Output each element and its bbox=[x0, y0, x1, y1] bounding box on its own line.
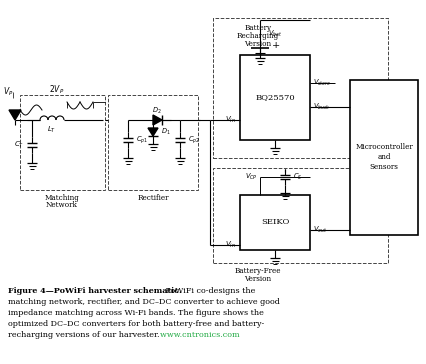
Text: $C_T$: $C_T$ bbox=[14, 140, 24, 150]
Text: $V_{store}$: $V_{store}$ bbox=[313, 78, 331, 88]
Bar bbox=[350, 80, 418, 235]
Text: $V_{out}$: $V_{out}$ bbox=[313, 225, 327, 235]
Text: Network: Network bbox=[46, 201, 78, 209]
Text: Matching: Matching bbox=[45, 194, 79, 202]
Text: impedance matching across Wi-Fi bands. The figure shows the: impedance matching across Wi-Fi bands. T… bbox=[8, 309, 264, 317]
Bar bbox=[213, 168, 388, 263]
Text: +: + bbox=[272, 41, 280, 51]
Text: matching network, rectifier, and DC–DC converter to achieve good: matching network, rectifier, and DC–DC c… bbox=[8, 298, 280, 306]
Text: SEIKO: SEIKO bbox=[261, 218, 289, 226]
Text: Version: Version bbox=[245, 40, 271, 48]
Text: $2V_P$: $2V_P$ bbox=[49, 84, 65, 96]
Text: $D_2$: $D_2$ bbox=[152, 106, 162, 116]
Bar bbox=[108, 95, 198, 190]
Text: $C_{p2}$: $C_{p2}$ bbox=[188, 134, 200, 146]
Bar bbox=[240, 195, 310, 250]
Text: $V_P$: $V_P$ bbox=[3, 86, 13, 98]
Text: $C_{p1}$: $C_{p1}$ bbox=[136, 134, 148, 146]
Bar bbox=[240, 55, 310, 140]
Text: Battery-Free: Battery-Free bbox=[235, 267, 281, 275]
Text: Battery: Battery bbox=[245, 24, 271, 32]
Text: $V_{bat}$: $V_{bat}$ bbox=[268, 29, 282, 39]
Bar bbox=[20, 95, 105, 190]
Text: Sensors: Sensors bbox=[370, 163, 398, 171]
Bar bbox=[213, 18, 388, 158]
Polygon shape bbox=[148, 128, 158, 136]
Text: $V_{in}$: $V_{in}$ bbox=[225, 115, 236, 125]
Text: $V_{CP}$: $V_{CP}$ bbox=[245, 172, 258, 182]
Text: www.cntronics.com: www.cntronics.com bbox=[155, 331, 239, 339]
Text: Version: Version bbox=[245, 275, 271, 283]
Text: $C_S$: $C_S$ bbox=[293, 172, 302, 182]
Text: optimized DC–DC converters for both battery-free and battery-: optimized DC–DC converters for both batt… bbox=[8, 320, 264, 328]
Text: $D_1$: $D_1$ bbox=[161, 127, 171, 137]
Polygon shape bbox=[153, 115, 162, 125]
Text: Microcontroller: Microcontroller bbox=[355, 143, 413, 151]
Text: PoWiFi co-designs the: PoWiFi co-designs the bbox=[163, 287, 255, 295]
Text: $V_{buck}$: $V_{buck}$ bbox=[313, 102, 331, 112]
Text: $V_{in}$: $V_{in}$ bbox=[225, 240, 236, 250]
Text: Rectifier: Rectifier bbox=[137, 194, 169, 202]
Text: Recharging: Recharging bbox=[237, 32, 279, 40]
Text: BQ25570: BQ25570 bbox=[255, 93, 295, 101]
Text: Figure 4—PoWiFi harvester schematic.: Figure 4—PoWiFi harvester schematic. bbox=[8, 287, 182, 295]
Text: recharging versions of our harvester.: recharging versions of our harvester. bbox=[8, 331, 159, 339]
Text: and: and bbox=[377, 153, 391, 161]
Polygon shape bbox=[9, 110, 21, 120]
Text: $L_T$: $L_T$ bbox=[47, 125, 57, 135]
